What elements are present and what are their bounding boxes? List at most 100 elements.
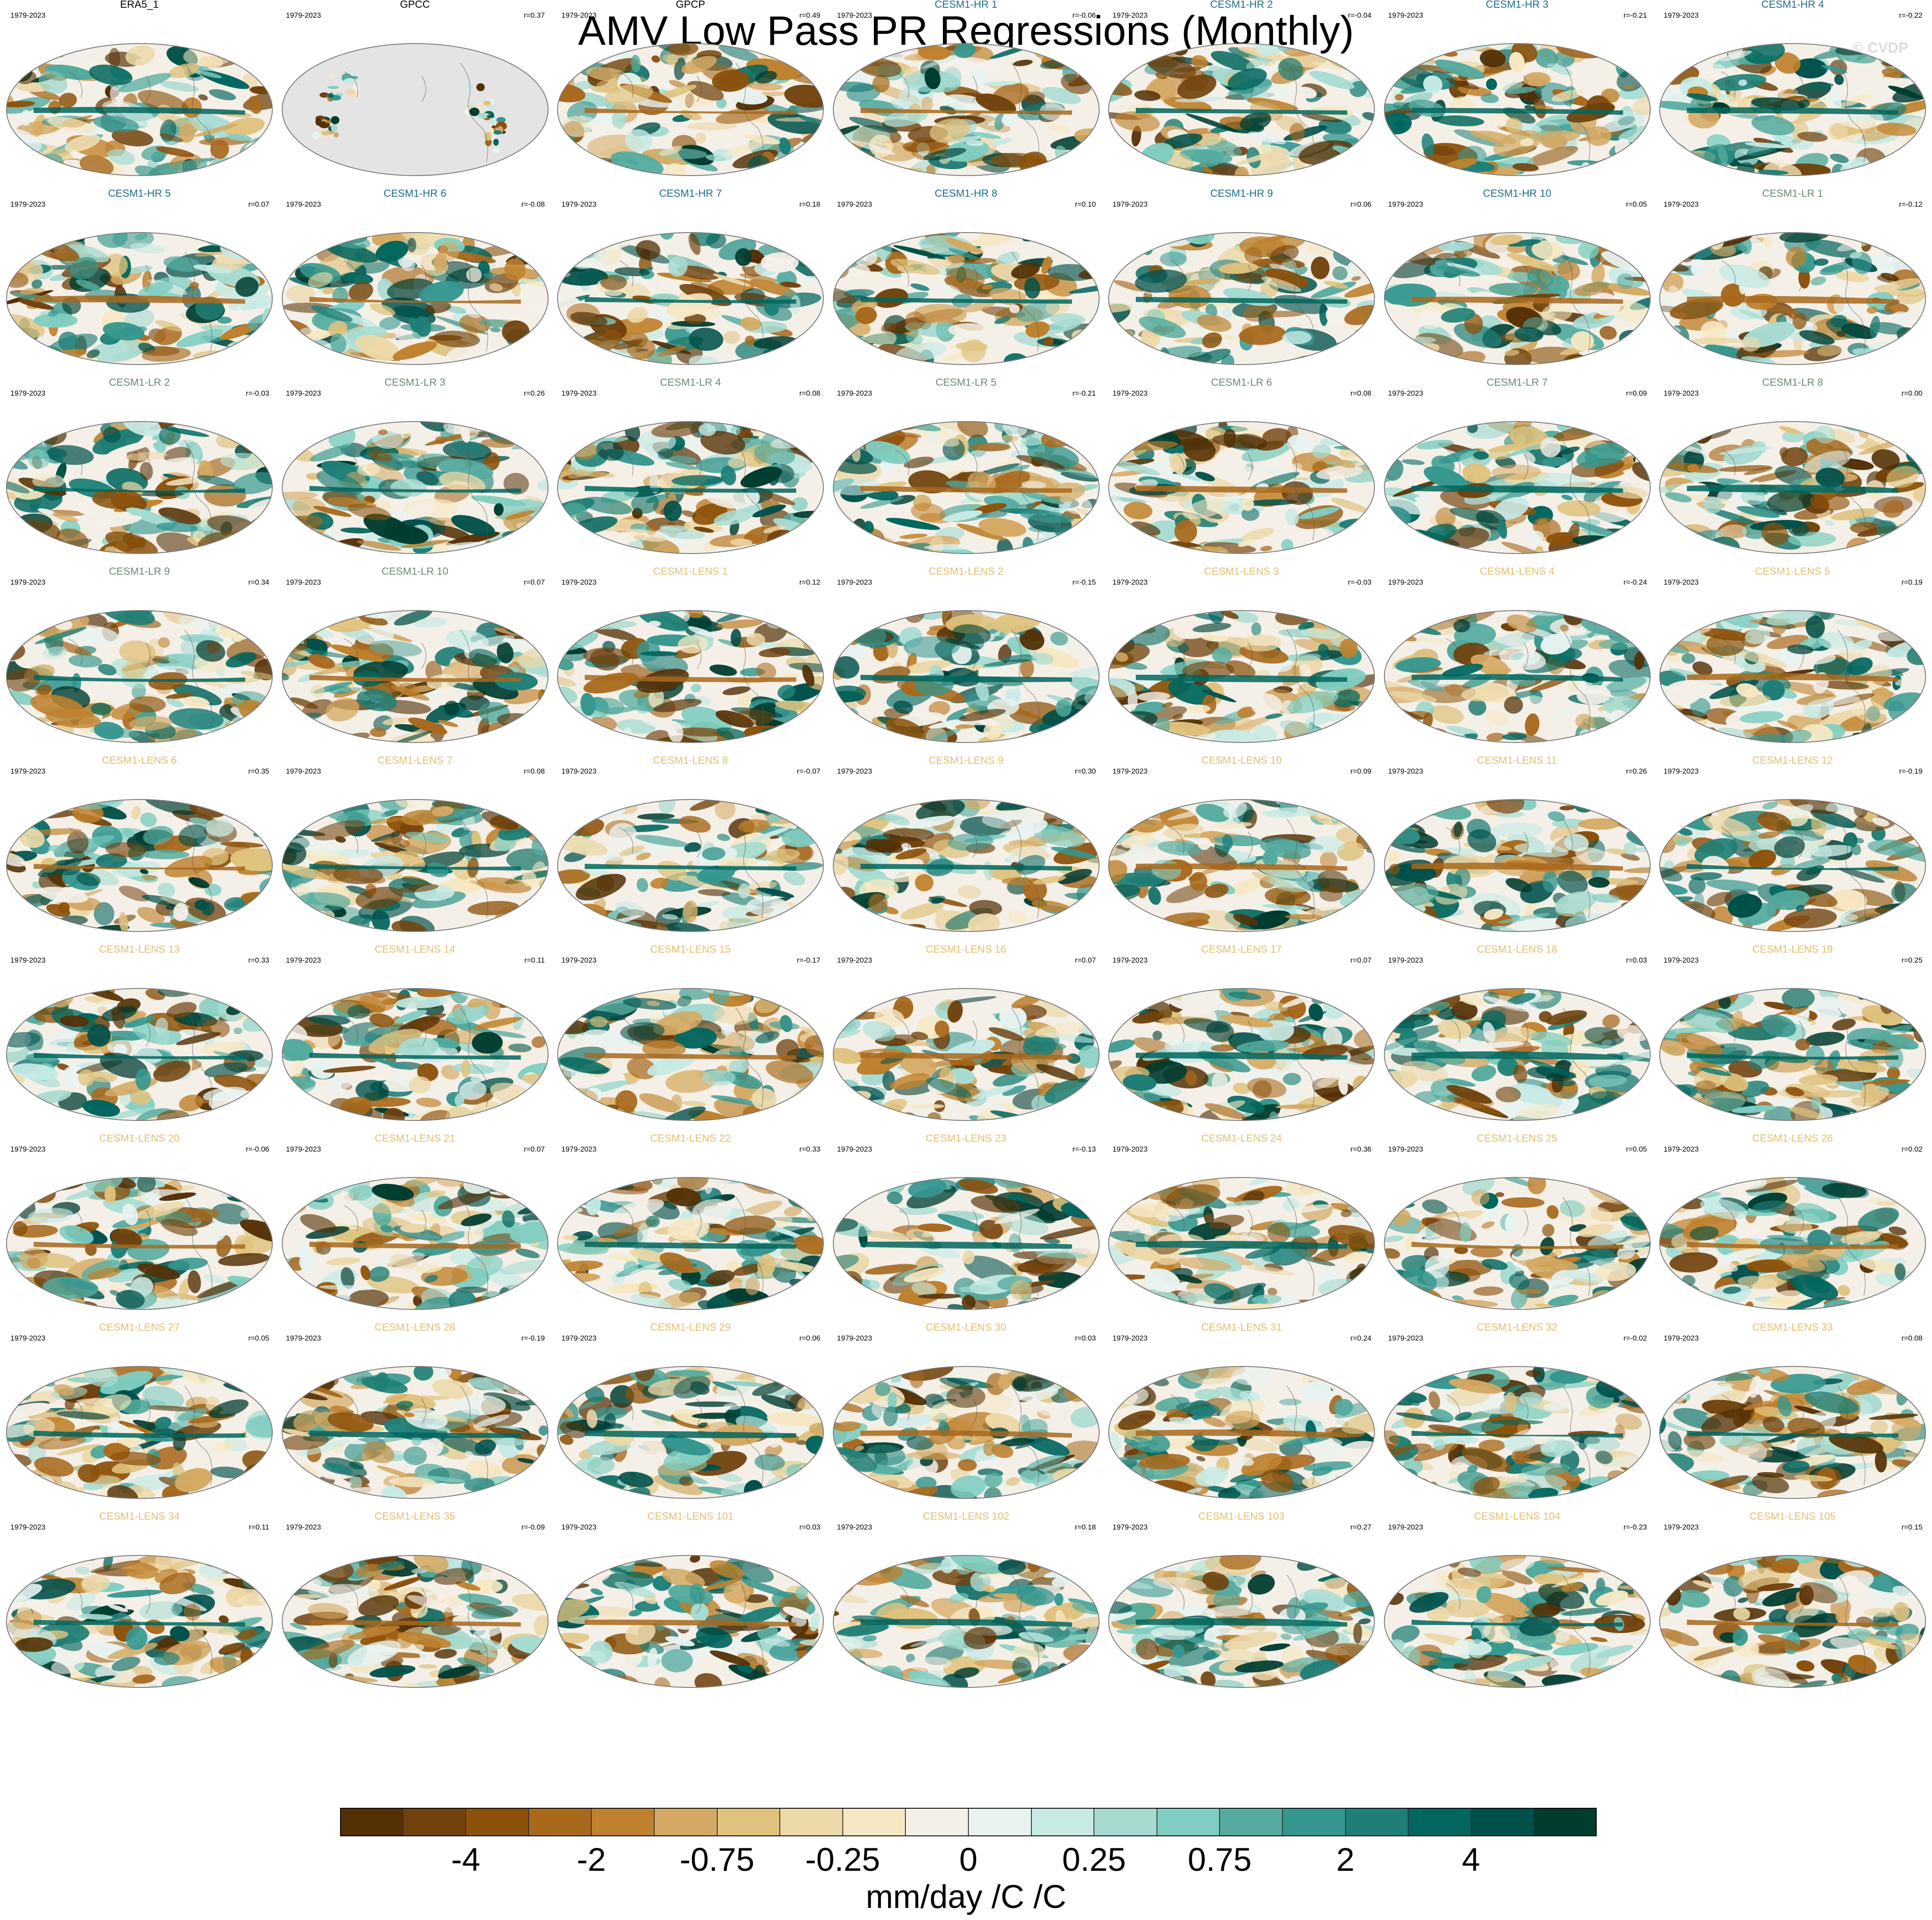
precip-anomaly-cell	[833, 539, 874, 554]
precip-anomaly-cell	[221, 924, 230, 932]
precip-anomaly-cell	[1876, 236, 1911, 245]
precip-anomaly-cell	[791, 497, 808, 511]
precip-anomaly-cell	[850, 236, 879, 249]
panel-title: CESM1-HR 10	[1483, 188, 1551, 199]
precip-anomaly-cell	[1660, 618, 1680, 638]
equatorial-band	[1411, 485, 1623, 493]
precip-anomaly-cell	[1578, 818, 1621, 830]
globe-outline	[1659, 610, 1926, 743]
precip-anomaly-cell	[844, 354, 864, 365]
precip-anomaly-cell	[32, 474, 65, 489]
precip-anomaly-cell	[791, 422, 814, 433]
panel-title: CESM1-LR 4	[660, 377, 721, 388]
precip-anomaly-cell	[198, 70, 222, 79]
precip-anomaly-cell	[1707, 508, 1755, 525]
precip-anomaly-cell	[884, 814, 910, 825]
globe-outline	[281, 43, 548, 176]
precip-anomaly-cell	[1623, 422, 1650, 438]
precip-anomaly-cell	[1429, 705, 1464, 724]
precip-anomaly-cell	[1268, 872, 1314, 892]
precip-anomaly-cell	[671, 475, 723, 486]
precip-anomaly-cell	[968, 913, 1000, 932]
precip-anomaly-cell	[1431, 456, 1455, 474]
precip-anomaly-cell	[1865, 422, 1910, 434]
map-panel: CESM1-LR 4 1979-2023 r=0.08	[555, 376, 826, 563]
robinson-map	[832, 610, 1100, 743]
precip-anomaly-cell	[531, 249, 544, 267]
precip-anomaly-cell	[1507, 253, 1558, 271]
precip-anomaly-cell	[529, 346, 548, 359]
precip-anomaly-cell	[1065, 162, 1099, 175]
precip-anomaly-cell	[1388, 535, 1432, 544]
precip-anomaly-cell	[952, 624, 991, 644]
precip-anomaly-cell	[48, 310, 58, 317]
precip-anomaly-cell	[1339, 639, 1358, 658]
precip-anomaly-cell	[721, 466, 736, 485]
map-panel: CESM1-LENS 12 1979-2023 r=-0.19	[1657, 754, 1929, 941]
precip-anomaly-cell	[416, 471, 439, 485]
precip-anomaly-cell	[340, 527, 373, 534]
robinson-map	[557, 232, 824, 365]
precip-anomaly-cell	[223, 166, 272, 172]
precip-anomaly-cell	[860, 353, 890, 365]
precip-anomaly-cell	[1558, 446, 1580, 455]
panel-pattern-correlation: r=0.05	[1626, 200, 1647, 208]
precip-anomaly-cell	[1323, 351, 1371, 365]
precip-anomaly-cell	[570, 312, 608, 327]
precip-anomaly-cell	[1393, 722, 1422, 738]
precip-anomaly-cell	[558, 242, 580, 264]
precip-anomaly-cell	[331, 116, 339, 124]
precip-anomaly-cell	[491, 125, 496, 129]
precip-anomaly-cell	[1719, 264, 1770, 289]
precip-anomaly-cell	[1639, 350, 1650, 357]
precip-anomaly-cell	[1128, 689, 1138, 711]
precip-anomaly-cell	[108, 47, 120, 68]
precip-anomaly-cell	[1262, 904, 1311, 910]
robinson-map	[6, 610, 273, 743]
precip-anomaly-cell	[1741, 488, 1765, 505]
precip-anomaly-cell	[224, 897, 246, 911]
panel-pattern-correlation: r=0.08	[1350, 389, 1371, 397]
precip-anomaly-cell	[1332, 266, 1348, 280]
precip-anomaly-cell	[1575, 847, 1620, 871]
precip-anomaly-cell	[794, 734, 807, 743]
precip-anomaly-cell	[480, 438, 516, 448]
precip-anomaly-cell	[444, 701, 459, 716]
equatorial-band	[860, 108, 1072, 115]
robinson-map	[6, 799, 273, 932]
coastline	[1446, 441, 1590, 541]
precip-anomaly-cell	[923, 148, 966, 161]
precip-anomaly-cell	[803, 729, 818, 739]
precip-anomaly-cell	[1333, 912, 1374, 928]
precip-anomaly-cell	[1287, 434, 1313, 452]
precip-anomaly-cell	[112, 350, 141, 360]
precip-anomaly-cell	[400, 233, 427, 242]
precip-anomaly-cell	[1599, 326, 1617, 340]
precip-anomaly-cell	[1403, 733, 1454, 743]
precip-anomaly-cell	[347, 504, 391, 520]
precip-anomaly-cell	[1183, 438, 1216, 462]
precip-anomaly-cell	[1223, 428, 1236, 448]
precip-anomaly-cell	[166, 477, 204, 486]
precip-anomaly-cell	[1605, 677, 1646, 693]
precip-anomaly-cell	[581, 497, 632, 515]
precip-anomaly-cell	[1623, 867, 1650, 873]
precip-anomaly-cell	[678, 635, 709, 654]
precip-anomaly-cell	[1127, 722, 1147, 740]
precip-anomaly-cell	[955, 342, 988, 351]
precip-anomaly-cell	[1563, 834, 1588, 852]
precip-anomaly-cell	[46, 904, 70, 917]
precip-anomaly-cell	[1570, 331, 1594, 351]
precip-anomaly-cell	[1680, 547, 1698, 554]
equatorial-band	[1136, 297, 1347, 304]
precip-anomaly-cell	[1660, 143, 1669, 160]
precip-anomaly-cell	[1498, 913, 1550, 924]
equatorial-band	[34, 675, 245, 682]
precip-anomaly-cell	[1150, 461, 1202, 487]
precip-anomaly-cell	[1585, 453, 1600, 464]
panel-title: CESM1-LENS 11	[1477, 755, 1557, 766]
precip-anomaly-cell	[263, 69, 272, 80]
precip-anomaly-cell	[119, 885, 150, 902]
precip-anomaly-cell	[510, 233, 520, 240]
precip-anomaly-cell	[91, 702, 111, 716]
